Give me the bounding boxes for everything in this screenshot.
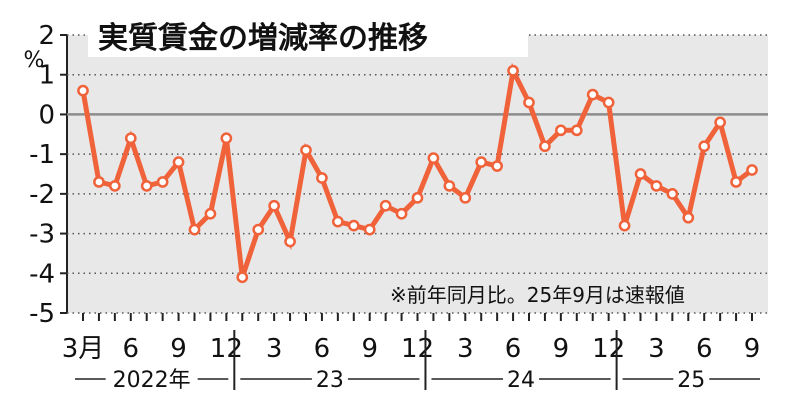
note-background	[388, 279, 764, 309]
y-tick-label: 0	[38, 100, 55, 130]
data-point	[347, 219, 360, 232]
year-label: 2022年	[113, 368, 191, 393]
data-point	[427, 152, 440, 164]
data-point	[204, 207, 217, 220]
x-tick-label: 3	[266, 334, 283, 364]
data-point	[77, 84, 89, 97]
data-point	[284, 235, 296, 248]
x-axis-ticks	[82, 313, 753, 321]
data-point	[236, 271, 249, 284]
x-tick-label: 12	[592, 334, 625, 364]
data-point	[109, 180, 121, 192]
data-point	[395, 207, 408, 220]
x-tick-label: 6	[505, 334, 522, 364]
y-tick-label: -5	[29, 299, 55, 329]
data-point	[156, 176, 169, 188]
data-point	[172, 156, 185, 168]
x-tick-label: 9	[553, 334, 570, 364]
data-point	[332, 215, 344, 228]
data-point	[618, 219, 631, 232]
data-point	[634, 168, 647, 180]
x-tick-label: 12	[210, 334, 243, 364]
data-point	[730, 176, 742, 188]
y-tick-label: 2	[38, 21, 55, 51]
x-tick-label: 9	[361, 334, 378, 364]
data-point	[475, 156, 488, 168]
data-point	[570, 124, 583, 137]
x-tick-label: 3	[457, 334, 474, 364]
data-point	[586, 88, 599, 101]
note-box: ※前年同月比。25年9月は速報値	[388, 279, 764, 309]
year-labels: 2022年 23 24 25	[75, 368, 760, 393]
data-point	[491, 160, 503, 172]
x-tick-label: 6	[123, 334, 140, 364]
x-tick-label: 6	[696, 334, 713, 364]
y-tick-label: -3	[29, 220, 55, 250]
data-point	[459, 191, 472, 204]
chart-note: ※前年同月比。25年9月は速報値	[390, 283, 685, 307]
data-point	[124, 132, 137, 145]
x-tick-label: 9	[170, 334, 187, 364]
title-background	[88, 15, 528, 57]
year-label: 25	[677, 368, 705, 393]
data-point	[252, 223, 265, 236]
year-label: 24	[507, 368, 535, 393]
x-tick-label: 3	[648, 334, 665, 364]
y-tick-label: -1	[29, 140, 55, 170]
data-point	[746, 164, 758, 176]
x-tick-label: 9	[744, 334, 761, 364]
data-point	[268, 199, 280, 212]
data-point	[714, 116, 726, 129]
title-box: 実質賃金の増減率の推移	[88, 15, 528, 57]
x-tick-label: 6	[314, 334, 331, 364]
data-point	[523, 96, 535, 109]
year-label: 23	[316, 368, 344, 393]
data-point	[698, 140, 711, 153]
data-point	[140, 180, 153, 192]
x-tick-label: 3月	[62, 334, 105, 364]
data-point	[650, 180, 663, 192]
data-point	[363, 223, 376, 236]
y-axis-labels: 2 1 0 -1 -2 -3 -4 -5	[29, 21, 55, 329]
data-point	[300, 144, 312, 157]
chart-title: 実質賃金の増減率の推移	[98, 21, 428, 56]
data-point	[443, 180, 456, 192]
data-point	[682, 211, 695, 224]
data-point	[555, 124, 567, 137]
x-tick-label: 12	[401, 334, 434, 364]
data-point	[188, 223, 201, 236]
data-point	[507, 64, 519, 77]
x-axis-labels: 3月 6 9 12 3 6 9 12 3 6 9 12 3 6 9	[62, 330, 761, 390]
y-tick-label: -4	[29, 259, 55, 289]
y-tick-label: -2	[29, 180, 55, 210]
series-layer	[77, 62, 758, 284]
data-point	[539, 140, 551, 153]
data-point	[666, 188, 679, 200]
data-point	[316, 172, 328, 184]
y-tick-label: 1	[38, 61, 55, 91]
data-point	[602, 96, 615, 109]
data-point	[411, 191, 424, 204]
data-point	[93, 176, 105, 188]
data-point	[220, 132, 233, 145]
y-axis-unit: %	[24, 48, 45, 73]
data-point	[379, 199, 392, 212]
